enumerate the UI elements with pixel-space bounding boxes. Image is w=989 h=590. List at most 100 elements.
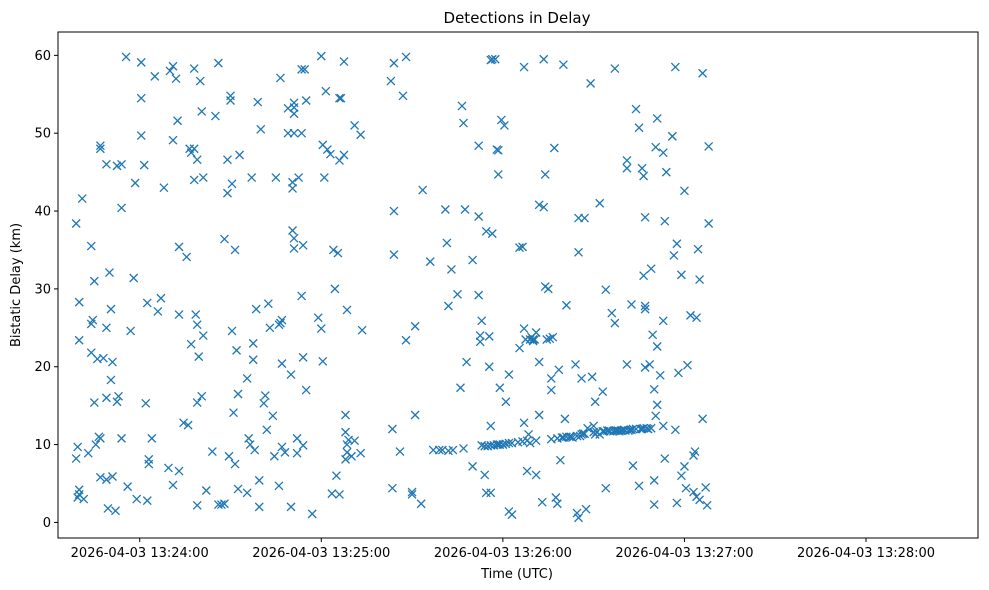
data-point bbox=[410, 410, 420, 420]
data-point bbox=[168, 135, 178, 145]
data-point bbox=[297, 128, 307, 138]
data-point bbox=[224, 451, 234, 461]
data-point bbox=[434, 445, 444, 455]
data-point bbox=[274, 481, 284, 491]
data-point bbox=[552, 499, 562, 509]
data-point bbox=[481, 226, 491, 236]
data-point bbox=[301, 96, 311, 105]
data-point bbox=[655, 370, 665, 380]
data-point bbox=[153, 307, 163, 316]
data-point bbox=[490, 54, 500, 64]
data-point bbox=[95, 144, 105, 154]
data-point bbox=[640, 363, 650, 372]
data-point bbox=[136, 131, 146, 140]
data-point bbox=[468, 461, 478, 471]
data-point bbox=[356, 130, 366, 140]
data-point bbox=[487, 54, 497, 64]
y-tick-label: 0 bbox=[43, 516, 51, 531]
data-point bbox=[191, 310, 201, 320]
data-point bbox=[698, 68, 708, 78]
data-point bbox=[150, 71, 160, 81]
data-point bbox=[289, 109, 299, 119]
data-point bbox=[418, 185, 428, 195]
data-point bbox=[440, 205, 450, 214]
data-point bbox=[519, 62, 529, 72]
data-point bbox=[640, 301, 650, 311]
data-point bbox=[259, 398, 269, 408]
data-point bbox=[672, 498, 682, 508]
data-point bbox=[460, 205, 470, 214]
data-point bbox=[486, 421, 496, 431]
data-point bbox=[330, 284, 340, 294]
data-point bbox=[108, 357, 117, 367]
data-point bbox=[101, 475, 111, 485]
x-tick-label: 2026-04-03 13:28:00 bbox=[797, 546, 935, 561]
data-point bbox=[174, 242, 184, 252]
data-point bbox=[350, 436, 360, 446]
data-point bbox=[693, 244, 703, 254]
data-point bbox=[289, 128, 299, 138]
data-point bbox=[129, 273, 139, 283]
data-point bbox=[114, 391, 123, 401]
data-point bbox=[456, 383, 465, 393]
data-point bbox=[71, 454, 81, 464]
data-point bbox=[425, 257, 435, 267]
data-point bbox=[192, 155, 202, 165]
data-point bbox=[534, 357, 544, 367]
data-point bbox=[197, 106, 207, 116]
data-point bbox=[695, 495, 705, 505]
data-point bbox=[667, 131, 677, 141]
data-point bbox=[651, 142, 661, 152]
data-point bbox=[546, 373, 556, 383]
data-point bbox=[251, 304, 261, 314]
data-point bbox=[277, 315, 287, 325]
data-point bbox=[101, 323, 111, 333]
data-point bbox=[631, 104, 641, 114]
data-point bbox=[108, 472, 117, 481]
data-point bbox=[501, 397, 511, 407]
data-point bbox=[189, 144, 199, 154]
data-point bbox=[313, 313, 323, 323]
data-point bbox=[341, 427, 350, 437]
data-point bbox=[192, 320, 202, 330]
data-point bbox=[121, 52, 131, 62]
data-point bbox=[446, 264, 456, 274]
data-point bbox=[341, 454, 350, 464]
x-tick-label: 2026-04-03 13:26:00 bbox=[434, 546, 572, 561]
data-point bbox=[216, 500, 226, 509]
data-point bbox=[477, 316, 487, 326]
data-point bbox=[649, 475, 659, 485]
y-tick-label: 20 bbox=[34, 360, 51, 375]
data-point bbox=[504, 370, 514, 379]
data-point bbox=[443, 301, 453, 311]
data-point bbox=[186, 339, 196, 349]
data-point bbox=[673, 368, 683, 378]
data-point bbox=[637, 163, 647, 173]
data-point bbox=[322, 145, 332, 155]
data-point bbox=[198, 331, 208, 341]
data-point bbox=[661, 167, 671, 177]
data-point bbox=[453, 289, 462, 299]
data-point bbox=[448, 445, 458, 455]
data-point bbox=[316, 51, 326, 61]
data-point bbox=[277, 359, 287, 369]
data-point bbox=[301, 385, 311, 395]
data-point bbox=[331, 471, 341, 481]
data-point bbox=[387, 483, 397, 493]
data-point bbox=[289, 243, 299, 253]
data-point bbox=[646, 423, 656, 433]
data-point bbox=[106, 304, 116, 314]
data-point bbox=[89, 398, 99, 408]
data-point bbox=[288, 226, 297, 235]
data-point bbox=[298, 352, 308, 362]
data-point bbox=[499, 120, 509, 130]
data-point bbox=[701, 482, 711, 492]
data-point bbox=[229, 408, 238, 418]
data-point bbox=[531, 436, 541, 446]
data-point bbox=[248, 355, 258, 365]
data-point bbox=[486, 488, 496, 498]
data-point bbox=[640, 304, 650, 314]
data-point bbox=[106, 375, 116, 385]
data-point bbox=[586, 78, 596, 88]
